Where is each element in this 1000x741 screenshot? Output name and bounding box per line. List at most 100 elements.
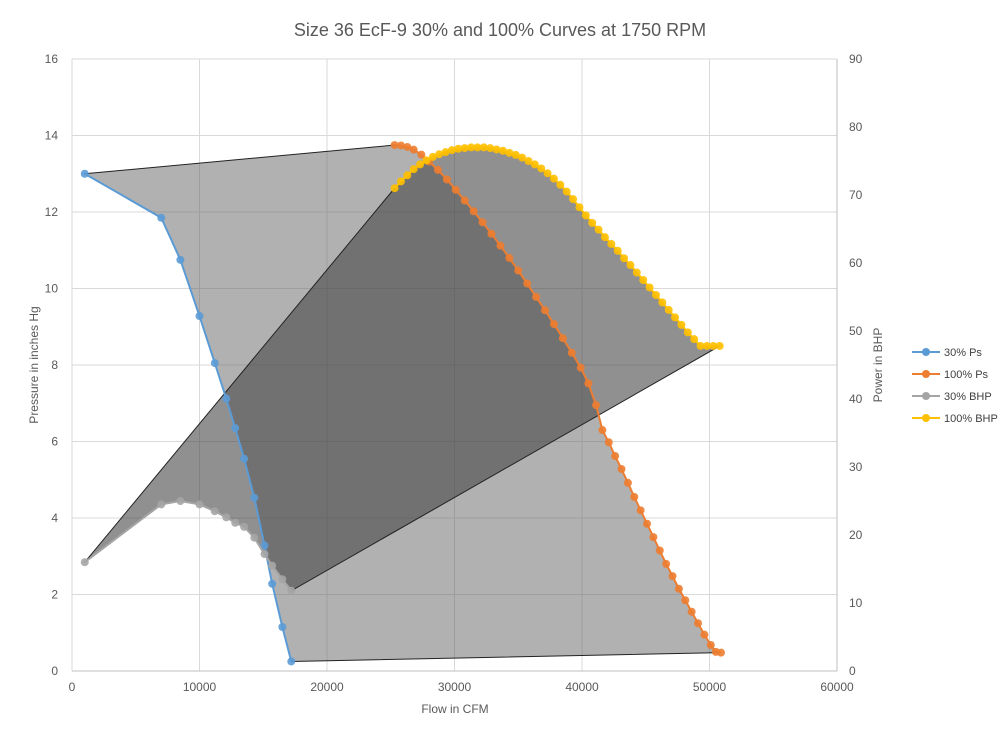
data-point-100-ps	[604, 438, 613, 447]
data-point-100-ps	[592, 401, 601, 410]
data-point-100-bhp	[600, 233, 609, 242]
data-point-30-bhp	[268, 561, 277, 570]
data-point-100-bhp	[607, 239, 616, 248]
y2-axis-title: Power in BHP	[871, 328, 885, 403]
data-point-100-bhp	[651, 290, 660, 299]
legend-label: 30% BHP	[944, 391, 992, 403]
data-point-100-ps	[390, 141, 399, 150]
data-point-100-bhp	[537, 164, 546, 173]
data-point-100-bhp	[396, 177, 405, 186]
data-point-100-bhp	[588, 218, 597, 227]
data-point-30-bhp	[210, 507, 219, 516]
data-point-30-bhp	[231, 518, 240, 527]
legend-marker	[922, 392, 930, 400]
data-point-30-ps	[278, 623, 287, 632]
data-point-100-ps	[611, 452, 620, 461]
data-point-100-ps	[694, 619, 703, 628]
data-point-100-bhp	[626, 261, 635, 270]
data-point-100-ps	[716, 648, 725, 657]
y-tick-label: 4	[51, 511, 58, 525]
data-point-100-bhp	[543, 169, 552, 178]
data-point-30-bhp	[222, 513, 231, 522]
data-point-30-ps	[210, 359, 219, 368]
data-point-30-bhp	[278, 575, 287, 584]
data-point-30-ps	[268, 579, 277, 588]
data-point-100-ps	[433, 165, 442, 174]
data-point-100-bhp	[569, 195, 578, 204]
data-point-100-ps	[409, 145, 418, 154]
data-point-30-ps	[260, 541, 269, 550]
data-point-100-ps	[623, 478, 632, 487]
y2-tick-label: 10	[849, 596, 863, 610]
data-point-100-ps	[662, 559, 671, 568]
legend-label: 100% BHP	[944, 413, 998, 425]
y-tick-label: 16	[45, 52, 59, 66]
data-point-30-ps	[222, 394, 231, 403]
data-point-100-ps	[403, 142, 412, 151]
data-point-100-ps	[584, 379, 593, 388]
legend-marker	[922, 348, 930, 356]
data-point-100-bhp	[428, 152, 437, 161]
legend-marker	[922, 414, 930, 422]
data-point-100-bhp	[467, 143, 476, 152]
data-point-100-bhp	[403, 171, 412, 180]
y2-tick-label: 30	[849, 460, 863, 474]
data-point-30-bhp	[157, 500, 166, 509]
data-point-30-ps	[80, 169, 89, 178]
data-point-30-bhp	[287, 586, 296, 595]
y-axis-title: Pressure in inches Hg	[27, 306, 41, 423]
data-point-100-bhp	[683, 328, 692, 337]
data-point-100-bhp	[549, 174, 558, 183]
data-point-100-ps	[442, 175, 451, 184]
data-point-30-bhp	[240, 522, 249, 531]
chart-title: Size 36 EcF-9 30% and 100% Curves at 175…	[294, 20, 706, 40]
data-point-100-ps	[532, 292, 541, 301]
data-point-100-ps	[567, 348, 576, 357]
legend-label: 100% Ps	[944, 369, 989, 381]
data-point-100-bhp	[664, 305, 673, 314]
data-point-100-ps	[514, 266, 523, 275]
y-tick-label: 2	[51, 588, 58, 602]
data-point-100-ps	[541, 306, 550, 315]
data-point-30-ps	[195, 312, 204, 321]
data-point-30-bhp	[176, 497, 185, 505]
data-point-100-bhp	[479, 143, 488, 152]
data-point-100-bhp	[581, 211, 590, 220]
data-point-100-bhp	[594, 225, 603, 234]
data-point-100-bhp	[390, 184, 399, 193]
y-tick-label: 12	[45, 205, 59, 219]
data-point-30-bhp	[260, 550, 269, 559]
data-point-100-ps	[496, 241, 505, 250]
data-point-100-ps	[505, 253, 514, 262]
data-point-100-bhp	[620, 254, 629, 263]
data-point-100-bhp	[613, 246, 622, 255]
data-point-100-bhp	[473, 143, 482, 152]
data-point-100-bhp	[556, 180, 565, 189]
data-point-100-ps	[674, 584, 683, 593]
data-point-100-ps	[598, 426, 607, 435]
data-point-30-ps	[157, 213, 166, 222]
data-point-100-bhp	[709, 341, 718, 350]
data-point-30-ps	[287, 657, 296, 666]
data-point-100-ps	[460, 196, 469, 205]
y-tick-label: 6	[51, 435, 58, 449]
data-point-100-ps	[643, 519, 652, 528]
data-point-100-bhp	[632, 268, 641, 277]
y2-tick-label: 0	[849, 664, 856, 678]
data-point-100-bhp	[422, 156, 431, 165]
data-point-100-ps	[558, 334, 567, 343]
data-point-100-bhp	[441, 148, 450, 157]
data-point-100-bhp	[524, 157, 533, 165]
data-point-100-ps	[396, 141, 405, 150]
data-point-100-bhp	[715, 341, 724, 350]
data-point-100-bhp	[530, 160, 539, 169]
data-point-100-ps	[630, 492, 639, 501]
data-point-100-bhp	[639, 276, 648, 284]
data-point-100-bhp	[511, 150, 520, 159]
data-point-100-ps	[687, 607, 696, 616]
data-point-100-bhp	[447, 146, 456, 155]
data-point-100-ps	[655, 546, 664, 555]
data-point-100-bhp	[702, 341, 711, 350]
